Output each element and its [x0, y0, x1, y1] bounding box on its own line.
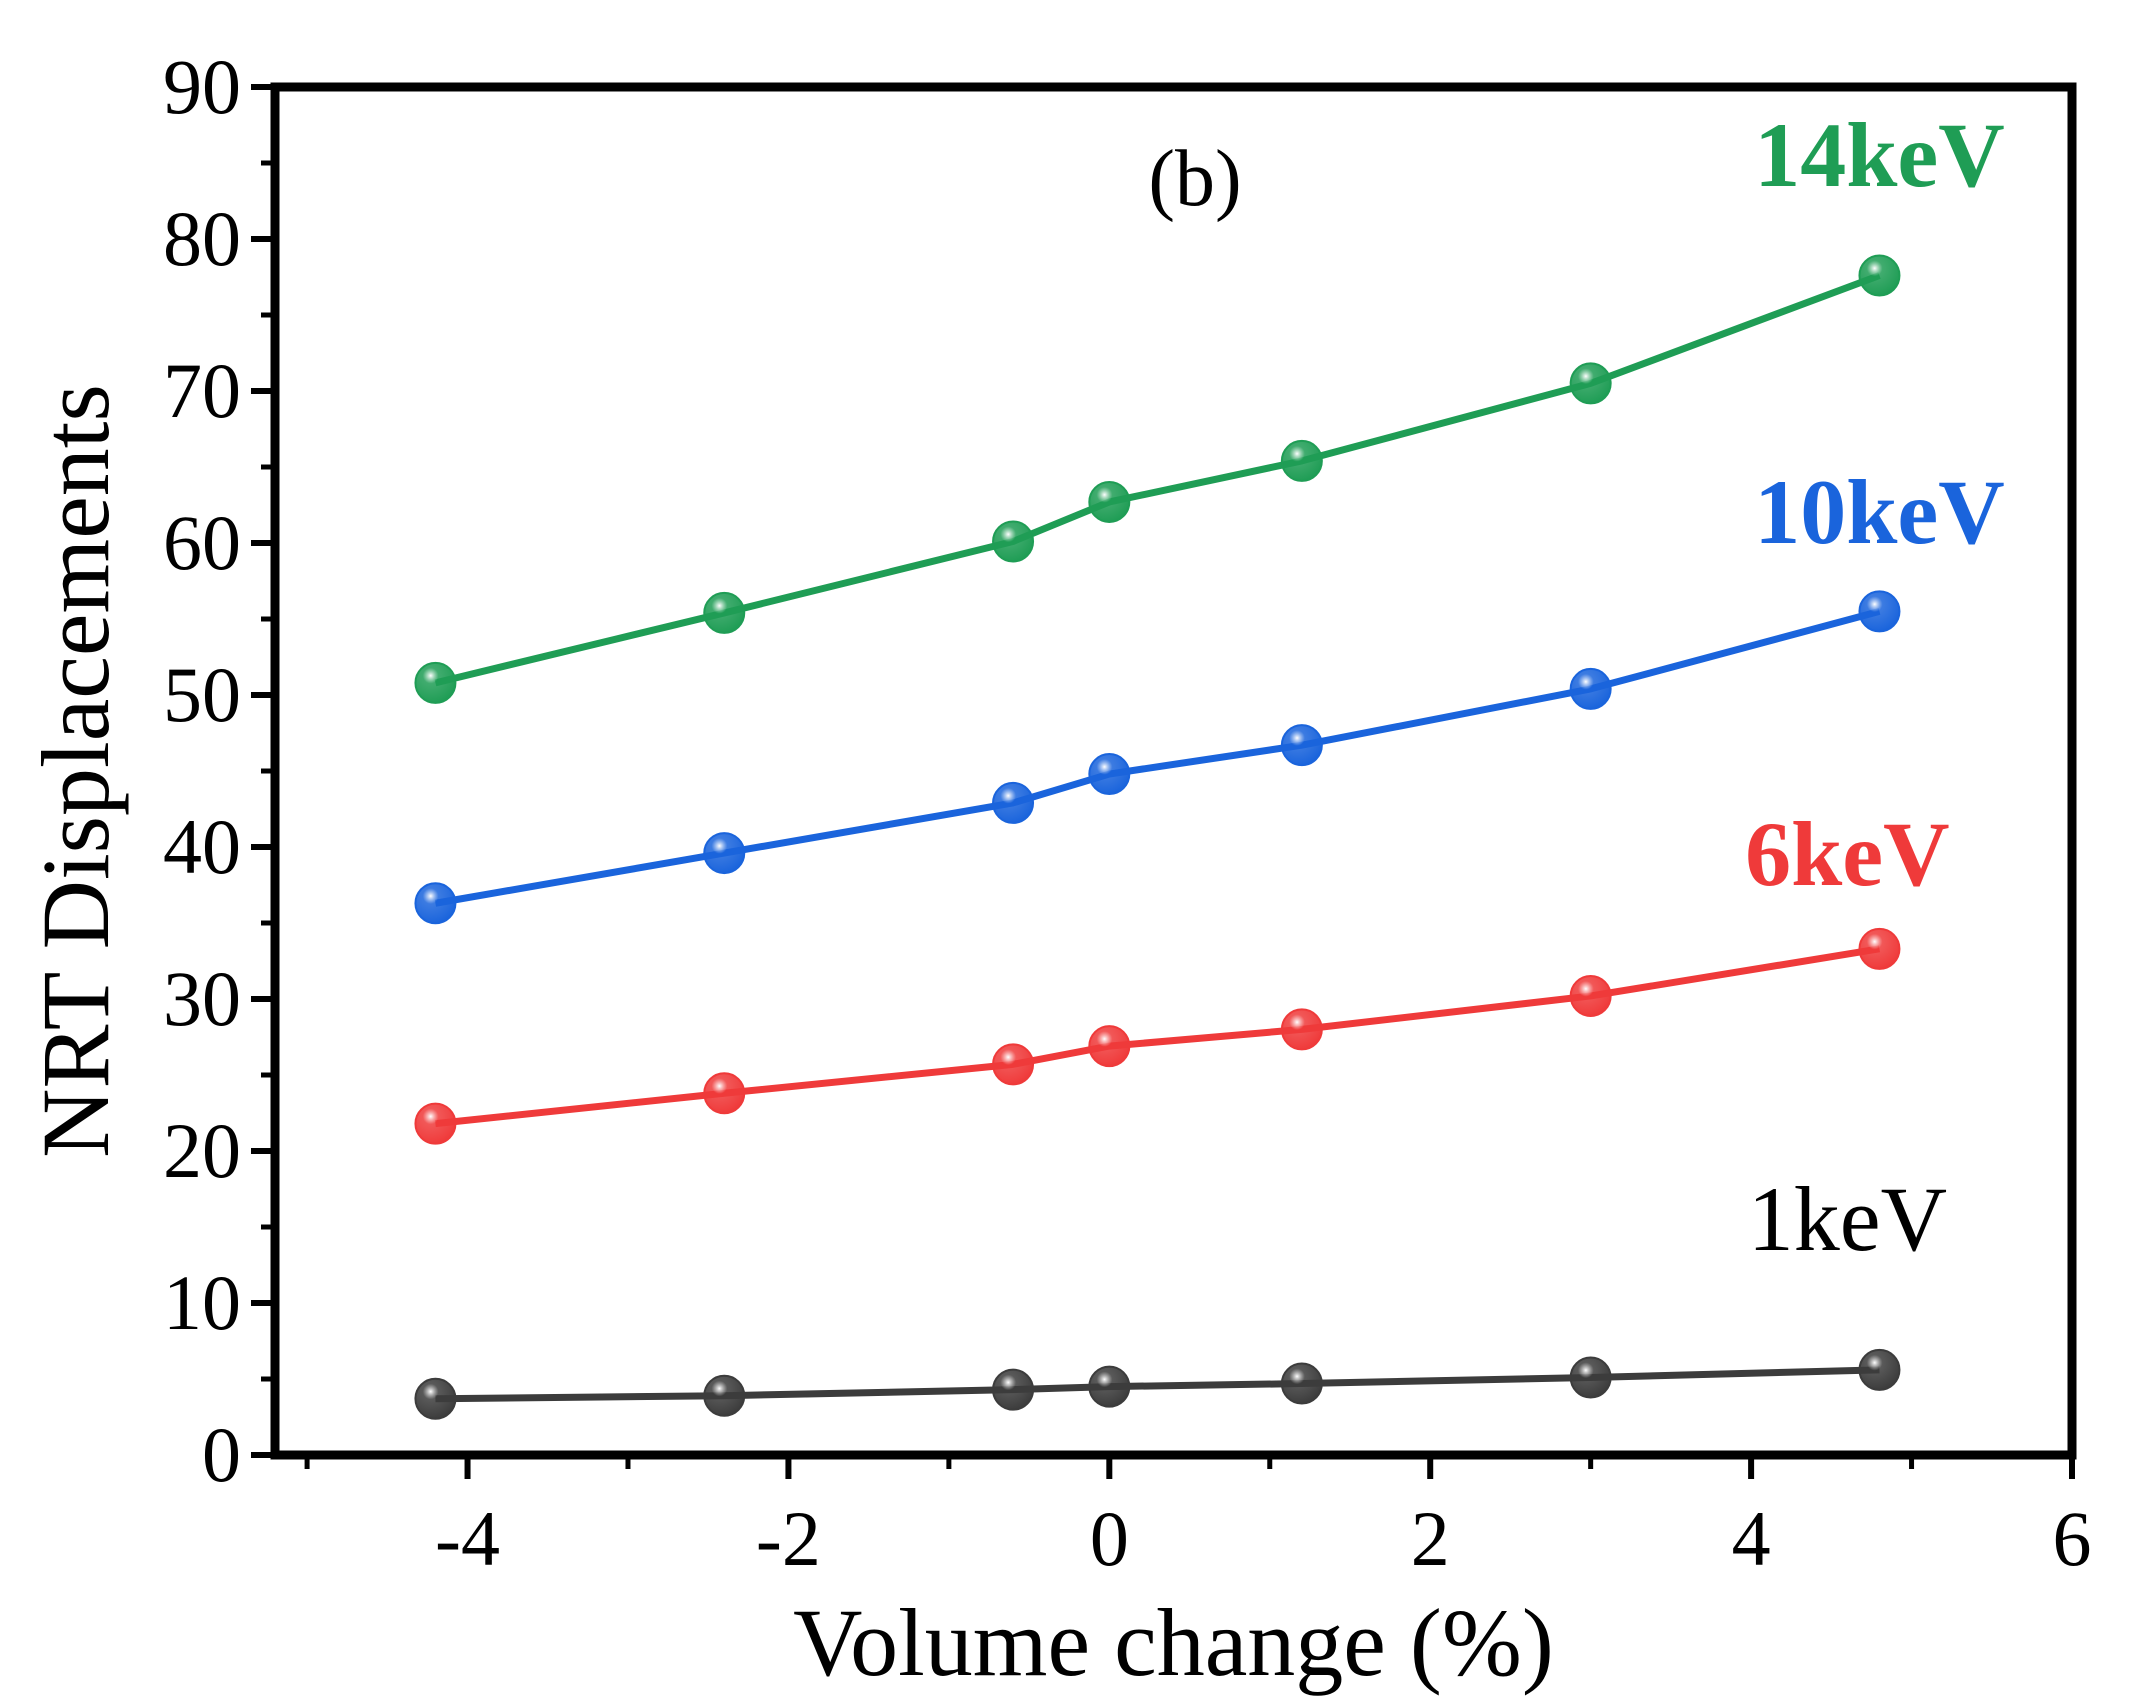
data-point-14keV: [1858, 254, 1901, 297]
panel-label: (b): [1148, 135, 1241, 223]
data-point-10keV: [1858, 590, 1901, 633]
data-point-6keV: [1569, 974, 1612, 1017]
series-label-1keV: 1keV: [1748, 1168, 1947, 1270]
series-label-14keV: 14keV: [1754, 104, 2004, 206]
data-point-1keV: [414, 1377, 457, 1420]
series-line-6keV: [435, 945, 1881, 1128]
y-tick-label: 70: [163, 347, 241, 434]
series-label-10keV: 10keV: [1754, 461, 2004, 563]
x-tick-label: -2: [756, 1495, 821, 1582]
data-point-10keV: [703, 832, 746, 875]
x-tick-label: 4: [1732, 1495, 1771, 1582]
data-point-1keV: [703, 1374, 746, 1417]
data-point-1keV: [1858, 1348, 1901, 1391]
data-point-14keV: [414, 661, 457, 704]
data-point-6keV: [1280, 1008, 1323, 1051]
y-tick-label: 30: [163, 955, 241, 1042]
x-axis-title: Volume change (%): [793, 1589, 1554, 1696]
y-tick-label: 40: [163, 803, 241, 890]
x-tick-label: 0: [1090, 1495, 1129, 1582]
series-line-1keV: [435, 1366, 1880, 1403]
data-point-14keV: [703, 591, 746, 634]
x-tick-label: 2: [1411, 1495, 1450, 1582]
y-tick-label: 20: [163, 1107, 241, 1194]
data-point-6keV: [992, 1043, 1035, 1086]
y-tick-label: 50: [163, 651, 241, 738]
data-point-14keV: [1280, 439, 1323, 482]
chart-marks: 1keV 6keV 10keV 14keV: [414, 104, 2005, 1420]
y-axis-title: NRT Displacements: [22, 384, 129, 1158]
data-point-10keV: [992, 781, 1035, 824]
x-tick-label: 6: [2053, 1495, 2092, 1582]
data-point-6keV: [1088, 1025, 1131, 1068]
data-point-10keV: [1280, 724, 1323, 767]
x-tick-label: -4: [435, 1495, 500, 1582]
data-point-14keV: [992, 520, 1035, 563]
data-point-1keV: [1280, 1362, 1323, 1405]
data-point-14keV: [1569, 362, 1612, 405]
y-tick-label: 0: [202, 1411, 241, 1498]
y-tick-label: 10: [163, 1259, 241, 1346]
data-point-1keV: [992, 1368, 1035, 1411]
data-point-10keV: [1569, 667, 1612, 710]
series-label-6keV: 6keV: [1745, 803, 1949, 905]
y-tick-label: 80: [163, 195, 241, 282]
data-point-1keV: [1088, 1365, 1131, 1408]
data-point-6keV: [703, 1072, 746, 1115]
series-line-10keV: [434, 608, 1881, 907]
data-point-6keV: [1858, 927, 1901, 970]
data-point-14keV: [1088, 480, 1131, 523]
y-tick-label: 90: [163, 43, 241, 130]
y-tick-label: 60: [163, 499, 241, 586]
series-line-14keV: [434, 272, 1881, 687]
data-point-6keV: [414, 1102, 457, 1145]
data-point-1keV: [1569, 1356, 1612, 1399]
data-point-10keV: [414, 882, 457, 925]
data-point-10keV: [1088, 753, 1131, 796]
